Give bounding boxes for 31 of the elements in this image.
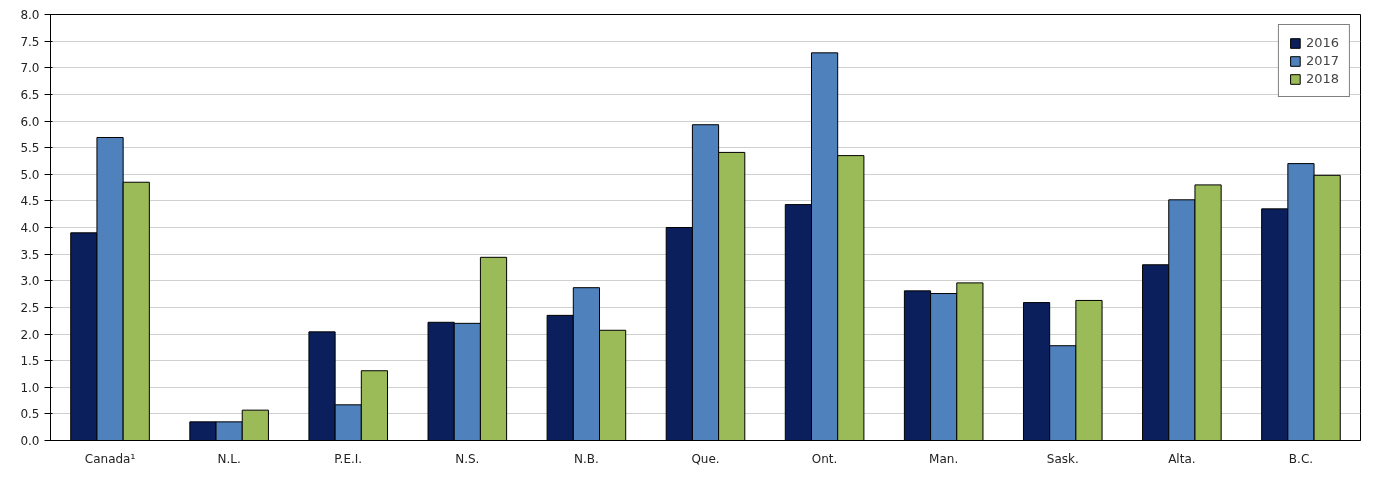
y-tick-label: 2.0 [20, 327, 40, 342]
y-tick-label: 6.5 [20, 87, 40, 102]
x-tick-label: Canada¹ [84, 451, 136, 466]
y-tick-label: 7.0 [20, 61, 40, 76]
legend-label: 2016 [1305, 35, 1339, 50]
legend-label: 2018 [1305, 71, 1339, 86]
x-tick-label: N.L. [217, 451, 241, 466]
y-tick-label: 8.0 [20, 8, 40, 22]
y-tick-label: 2.5 [20, 300, 40, 315]
y-tick-label: 4.0 [20, 221, 40, 235]
y-tick-label: 3.5 [20, 247, 40, 262]
x-tick-label: Man. [929, 451, 959, 466]
x-tick-label: P.E.I. [334, 451, 363, 466]
y-tick-label: 5.5 [20, 141, 40, 156]
y-tick-label: 5.0 [20, 167, 40, 182]
y-tick-label: 6.0 [20, 114, 40, 129]
y-tick-label: 1.0 [20, 380, 40, 395]
y-tick-label: 0.5 [20, 407, 40, 422]
x-tick-label: Ont. [811, 451, 838, 466]
legend-label: 2017 [1305, 53, 1339, 68]
x-tick-label: Alta. [1168, 451, 1196, 466]
x-tick-label: N.S. [455, 451, 480, 466]
y-tick-label: 4.5 [20, 194, 40, 209]
y-tick-label: 0.0 [20, 434, 40, 448]
y-tick-label: 1.5 [20, 354, 40, 369]
y-tick-label: 7.5 [20, 34, 40, 49]
y-tick-label: 3.0 [20, 274, 40, 289]
x-tick-label: N.B. [573, 451, 599, 466]
x-tick-label: Que. [691, 451, 720, 466]
x-tick-label: B.C. [1288, 451, 1314, 466]
x-tick-label: Sask. [1046, 451, 1079, 466]
